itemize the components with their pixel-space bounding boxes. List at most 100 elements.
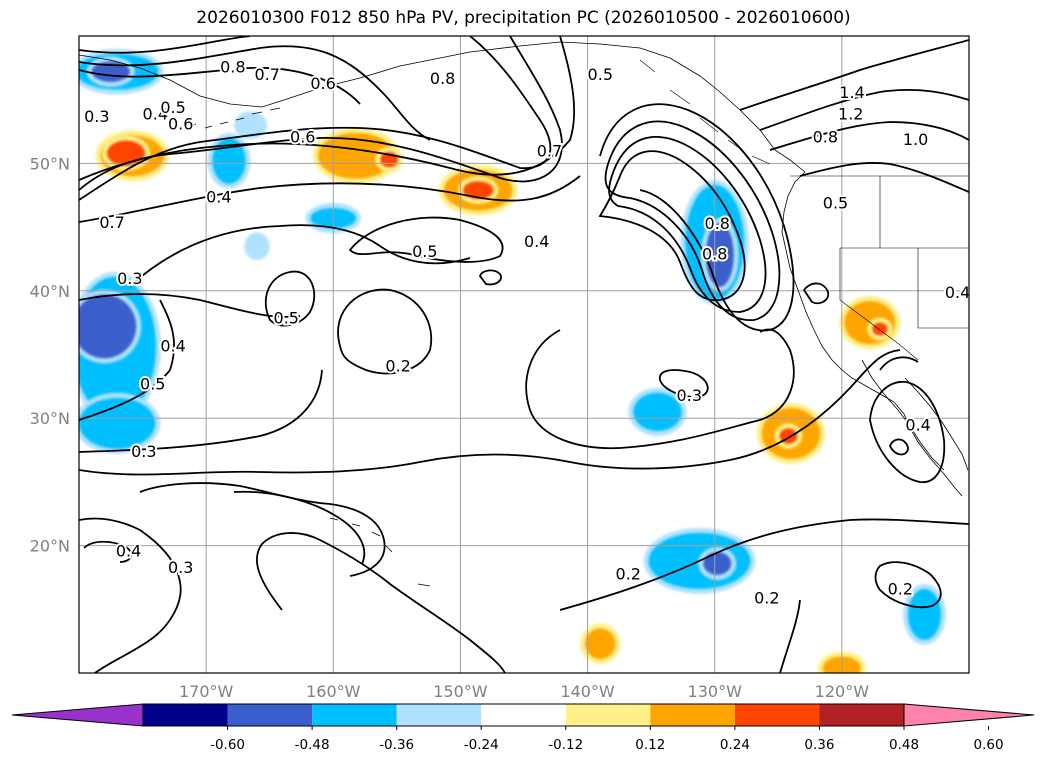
precip-patch — [79, 397, 156, 449]
precip-patch — [318, 132, 395, 179]
contour-line — [478, 269, 502, 286]
contour-label: 0.4 — [116, 541, 141, 560]
contour-line — [779, 599, 801, 673]
lon-tick-label: 130°W — [688, 682, 743, 701]
contour-label: 0.5 — [160, 98, 185, 117]
lat-tick-label: 50°N — [30, 154, 70, 173]
contour-line — [598, 150, 746, 302]
colorbar-cell — [819, 704, 904, 726]
precip-patch — [705, 223, 734, 287]
contour-label: 0.2 — [385, 357, 410, 376]
colorbar-tick-label: -0.24 — [464, 737, 499, 753]
contour-label: 0.4 — [524, 232, 549, 251]
contour-label: 0.5 — [588, 65, 613, 84]
coastlines — [79, 41, 969, 587]
chart-title: 2026010300 F012 850 hPa PV, precipitatio… — [196, 8, 851, 28]
colorbar-cell — [481, 704, 566, 726]
contour-line — [608, 135, 767, 313]
contour-line — [337, 288, 433, 375]
contour-label: 0.6 — [310, 74, 335, 93]
colorbar-tick-label: -0.36 — [379, 737, 414, 753]
contour-line — [659, 369, 709, 398]
contour-labels: 0.8 0.7 0.6 0.8 0.51.41.20.8 1.00.3 0.40.50.60… — [82, 55, 970, 609]
precip-patch — [212, 137, 246, 184]
colorbar-tick-label: 0.12 — [635, 737, 665, 753]
contour-label: 0.8 — [430, 69, 455, 88]
us-state-borders — [790, 175, 969, 361]
contour-label: 0.4 — [143, 104, 168, 123]
contour-line — [604, 120, 781, 321]
contour-line — [599, 103, 795, 332]
colorbar-extend-max — [903, 703, 1035, 727]
contour-line — [759, 89, 969, 131]
contour-label: 0.3 — [677, 386, 702, 405]
precip-patch — [633, 392, 682, 431]
contour-label: 0.6 — [168, 115, 193, 134]
contour-line — [79, 45, 431, 141]
colorbar-extend-min — [11, 703, 144, 727]
contour-line — [129, 224, 471, 287]
contour-line — [79, 36, 563, 191]
contour-line — [79, 175, 581, 223]
aleutian-islands — [189, 107, 281, 129]
colorbar-cell — [143, 704, 228, 726]
contour-line — [79, 517, 182, 673]
precip-patch — [249, 237, 265, 256]
contour-line — [79, 349, 901, 476]
precip-patch — [462, 181, 494, 200]
contour-line — [79, 369, 323, 453]
contour-label: 0.2 — [888, 580, 913, 599]
colorbar-tick-label: -0.48 — [295, 737, 330, 753]
contour-label: 0.6 — [290, 127, 315, 146]
contour-label: 0.7 — [254, 65, 279, 84]
colorbar-cell — [312, 704, 397, 726]
colorbar-tick-label: 0.60 — [974, 737, 1004, 753]
gulf-of-california — [904, 377, 969, 471]
contour-line — [525, 328, 795, 450]
pv-contours — [79, 36, 969, 673]
lon-tick-label: 140°W — [560, 682, 615, 701]
contour-label: 0.2 — [754, 589, 779, 608]
colorbar: -0.60 -0.48 -0.36 -0.24 -0.12 0.12 0.24 0.36 0.4… — [11, 703, 1035, 753]
lat-tick-label: 20°N — [30, 537, 70, 556]
contour-label: 0.8 — [702, 245, 727, 264]
colorbar-tick-label: -0.60 — [210, 737, 245, 753]
contour-label: 0.7 — [99, 213, 124, 232]
colorbar-cell — [396, 704, 482, 726]
contour-label: 1.4 — [839, 83, 864, 102]
contour-label: 0.3 — [84, 107, 109, 126]
contour-line — [79, 293, 301, 318]
contour-line — [79, 36, 552, 201]
contour-line — [802, 282, 830, 305]
canada-coast-islands — [639, 59, 771, 165]
contour-label: 0.5 — [412, 242, 437, 261]
precip-patch — [703, 551, 732, 575]
colorbar-cell — [227, 704, 313, 726]
precip-patch — [585, 628, 616, 659]
lon-tick-label: 160°W — [306, 682, 361, 701]
colorbar-cell — [650, 704, 735, 726]
colorbar-cell — [565, 704, 651, 726]
precip-patch — [872, 322, 888, 336]
contour-label: 0.4 — [945, 283, 970, 302]
colorbar-cell — [734, 704, 820, 726]
lat-tick-label: 40°N — [30, 282, 70, 301]
plot-area: 0.8 0.7 0.6 0.8 0.51.41.20.8 1.00.3 0.40.50.60… — [79, 36, 970, 673]
contour-label: 0.5 — [274, 308, 299, 327]
precip-patch — [907, 588, 942, 640]
contour-line — [559, 518, 969, 611]
longitude-labels: 170°W 160°W 150°W 140°W 130°W 120°W — [179, 682, 869, 701]
plot-frame — [78, 35, 970, 674]
colorbar-tick-label: 0.24 — [720, 737, 750, 753]
contour-line — [799, 162, 969, 193]
contour-line — [79, 36, 251, 54]
contour-line — [769, 121, 969, 151]
contour-label: 0.2 — [616, 564, 641, 583]
lon-tick-label: 120°W — [815, 682, 870, 701]
contour-line — [83, 540, 133, 563]
contour-line — [139, 482, 386, 577]
latitude-labels: 20°N 30°N 40°N 50°N — [30, 154, 70, 555]
contour-label: 0.4 — [206, 187, 231, 206]
contour-label: 0.5 — [140, 375, 165, 394]
contour-label: 0.5 — [823, 194, 848, 213]
